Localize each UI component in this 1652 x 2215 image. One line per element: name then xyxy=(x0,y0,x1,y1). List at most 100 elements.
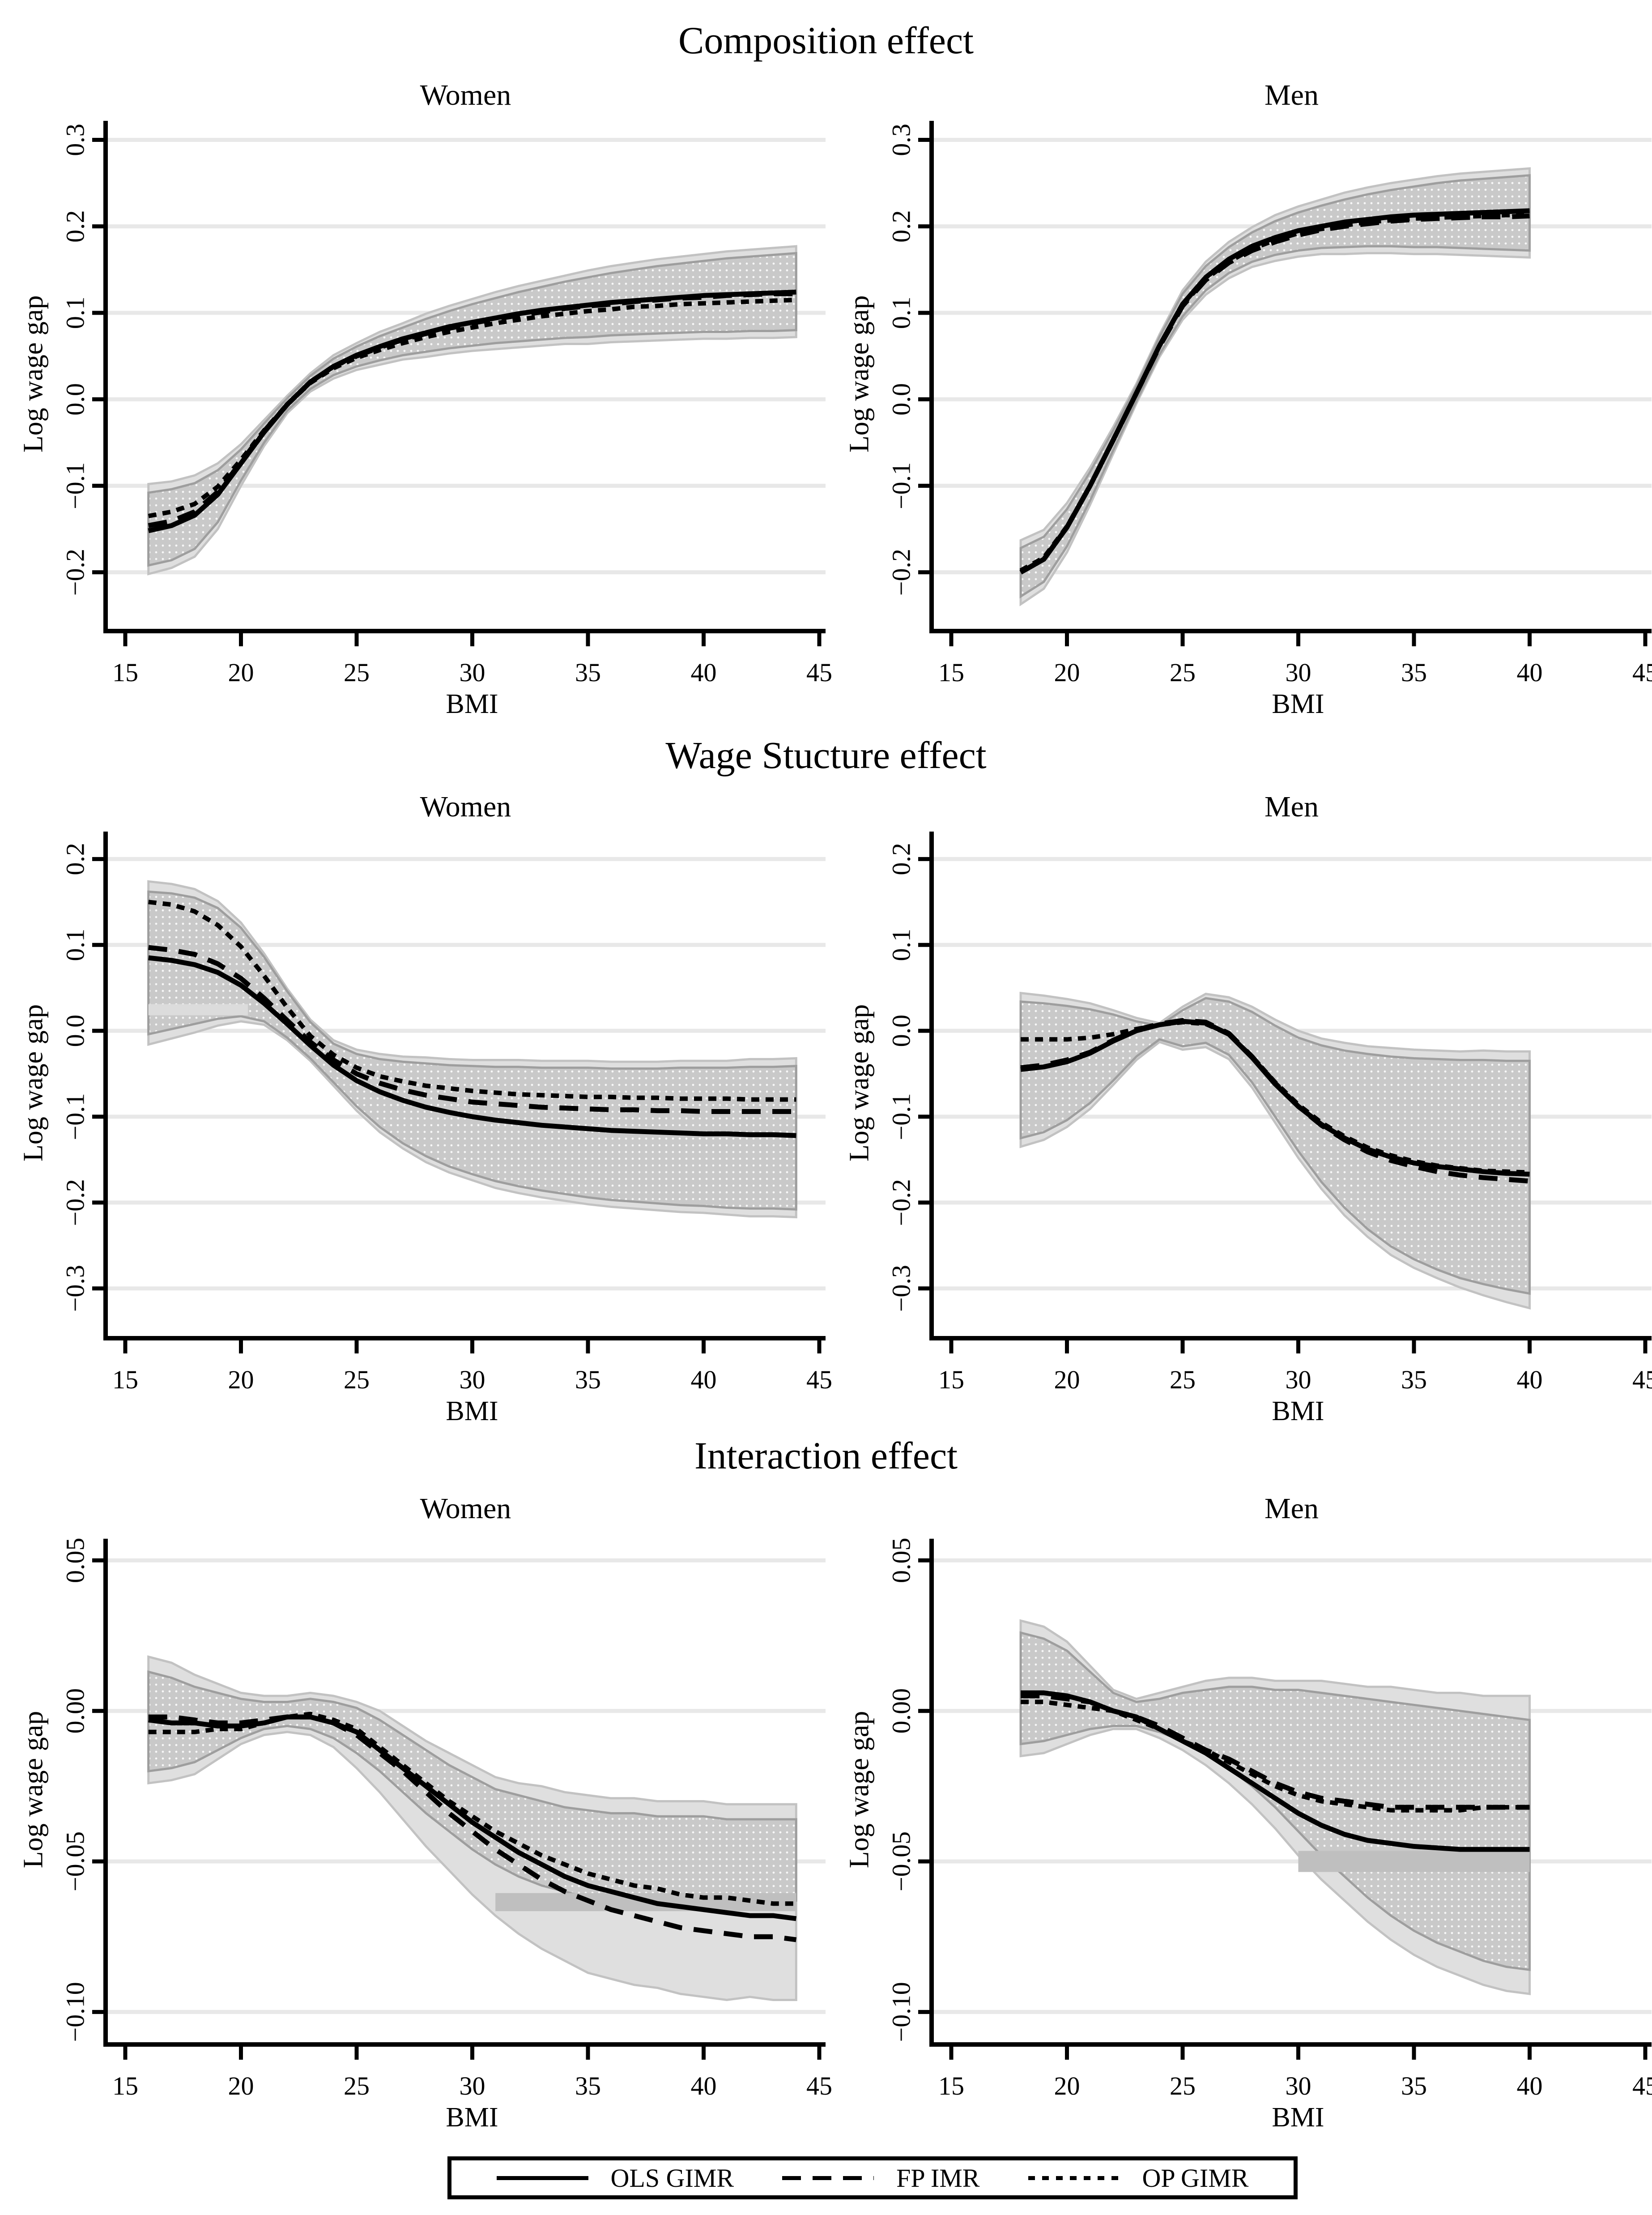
plot-canvas-wage-structure-women: 0.2 0.1 0.0 −0.1 −0.2 −0.3 15 20 25 30 35 40 45 xyxy=(61,832,832,1394)
x-axis-label: BMI xyxy=(446,2102,498,2133)
x-axis-label: BMI xyxy=(1272,1396,1324,1426)
x-axis-label: BMI xyxy=(1272,689,1324,719)
svg-text:35: 35 xyxy=(1401,2071,1427,2100)
svg-text:25: 25 xyxy=(344,658,370,687)
row-wage-structure-effect: Wage Stucture effect Women Men Log wage … xyxy=(0,700,1652,1426)
svg-text:0.00: 0.00 xyxy=(61,1688,90,1734)
svg-text:−0.3: −0.3 xyxy=(887,1265,916,1312)
svg-text:0.0: 0.0 xyxy=(61,383,90,416)
panel-title-interaction-men: Men xyxy=(1265,1492,1319,1525)
row-interaction-effect: Interaction effect Women Men Log wage ga… xyxy=(0,1401,1652,2144)
panel-title-composition-men: Men xyxy=(1265,79,1319,111)
x-axis-label: BMI xyxy=(446,1396,498,1426)
svg-text:45: 45 xyxy=(806,1365,832,1394)
svg-text:0.2: 0.2 xyxy=(61,843,90,875)
row-title-composition: Composition effect xyxy=(678,19,974,62)
svg-text:15: 15 xyxy=(938,2071,964,2100)
svg-text:15: 15 xyxy=(938,658,964,687)
solid-line-sample-icon xyxy=(496,2176,588,2180)
svg-text:20: 20 xyxy=(228,658,254,687)
svg-text:15: 15 xyxy=(112,1365,138,1394)
svg-text:20: 20 xyxy=(1054,658,1080,687)
svg-text:15: 15 xyxy=(112,658,138,687)
plot-canvas-composition-men: 0.3 0.2 0.1 0.0 −0.1 −0.2 15 20 25 30 35 40 45 xyxy=(887,121,1652,687)
svg-text:25: 25 xyxy=(344,1365,370,1394)
long-dash-line-sample-icon xyxy=(782,2176,874,2180)
panel-title-wage-structure-men: Men xyxy=(1265,790,1319,823)
svg-text:0.0: 0.0 xyxy=(887,1015,916,1047)
svg-text:40: 40 xyxy=(691,658,717,687)
svg-text:40: 40 xyxy=(691,2071,717,2100)
svg-text:45: 45 xyxy=(1632,658,1652,687)
svg-text:45: 45 xyxy=(1632,2071,1652,2100)
svg-text:25: 25 xyxy=(344,2071,370,2100)
legend-label: OP GIMR xyxy=(1142,2163,1249,2193)
svg-text:0.1: 0.1 xyxy=(61,929,90,961)
row-title-wage-structure: Wage Stucture effect xyxy=(665,734,987,777)
svg-text:35: 35 xyxy=(575,2071,601,2100)
svg-text:40: 40 xyxy=(691,1365,717,1394)
svg-text:−0.2: −0.2 xyxy=(61,549,90,596)
legend-label: FP IMR xyxy=(896,2163,980,2193)
svg-text:0.3: 0.3 xyxy=(61,124,90,156)
svg-text:0.05: 0.05 xyxy=(61,1538,90,1583)
svg-text:30: 30 xyxy=(1286,1365,1311,1394)
svg-text:0.1: 0.1 xyxy=(61,297,90,329)
svg-text:0.0: 0.0 xyxy=(61,1015,90,1047)
svg-text:−0.10: −0.10 xyxy=(61,1982,90,2042)
svg-text:−0.05: −0.05 xyxy=(887,1831,916,1891)
svg-text:−0.2: −0.2 xyxy=(887,1179,916,1226)
svg-text:−0.2: −0.2 xyxy=(887,549,916,596)
svg-text:0.3: 0.3 xyxy=(887,124,916,156)
legend-item-ols-gimr: OLS GIMR xyxy=(496,2163,734,2193)
legend: OLS GIMR FP IMR OP GIMR xyxy=(447,2156,1298,2199)
legend-item-op-gimr: OP GIMR xyxy=(1028,2163,1249,2193)
svg-text:−0.2: −0.2 xyxy=(61,1179,90,1226)
svg-text:0.2: 0.2 xyxy=(61,210,90,243)
svg-text:25: 25 xyxy=(1170,658,1196,687)
svg-text:15: 15 xyxy=(938,1365,964,1394)
svg-text:−0.1: −0.1 xyxy=(887,1093,916,1140)
svg-text:30: 30 xyxy=(460,1365,485,1394)
panel-title-wage-structure-women: Women xyxy=(420,790,511,823)
svg-text:0.1: 0.1 xyxy=(887,297,916,329)
svg-text:35: 35 xyxy=(1401,658,1427,687)
svg-text:45: 45 xyxy=(1632,1365,1652,1394)
svg-text:35: 35 xyxy=(575,658,601,687)
legend-label: OLS GIMR xyxy=(610,2163,734,2193)
svg-text:−0.05: −0.05 xyxy=(61,1831,90,1891)
plot-canvas-composition-women: 0.3 0.2 0.1 0.0 −0.1 −0.2 15 20 25 30 35 40 45 xyxy=(61,121,832,687)
svg-text:0.2: 0.2 xyxy=(887,843,916,875)
panel-title-interaction-women: Women xyxy=(420,1492,511,1525)
svg-text:0.1: 0.1 xyxy=(887,929,916,961)
svg-text:0.2: 0.2 xyxy=(887,210,916,243)
svg-text:25: 25 xyxy=(1170,2071,1196,2100)
short-dash-line-sample-icon xyxy=(1028,2176,1120,2180)
svg-text:30: 30 xyxy=(1286,658,1311,687)
svg-text:35: 35 xyxy=(1401,1365,1427,1394)
svg-text:−0.3: −0.3 xyxy=(61,1265,90,1312)
svg-text:0.0: 0.0 xyxy=(887,383,916,416)
svg-text:0.00: 0.00 xyxy=(887,1688,916,1734)
svg-text:40: 40 xyxy=(1517,658,1543,687)
svg-text:40: 40 xyxy=(1517,2071,1543,2100)
row-title-interaction: Interaction effect xyxy=(694,1434,958,1477)
svg-text:20: 20 xyxy=(228,1365,254,1394)
svg-text:45: 45 xyxy=(806,658,832,687)
plot-canvas-interaction-women: 0.05 0.00 −0.05 −0.10 15 20 25 30 35 40 45 xyxy=(61,1538,833,2100)
svg-text:−0.10: −0.10 xyxy=(887,1982,916,2042)
svg-text:25: 25 xyxy=(1170,1365,1196,1394)
svg-text:−0.1: −0.1 xyxy=(887,462,916,509)
x-axis-label: BMI xyxy=(1272,2102,1324,2133)
svg-text:30: 30 xyxy=(460,658,485,687)
svg-text:−0.1: −0.1 xyxy=(61,462,90,509)
svg-text:20: 20 xyxy=(228,2071,254,2100)
svg-text:20: 20 xyxy=(1054,1365,1080,1394)
svg-text:40: 40 xyxy=(1517,1365,1543,1394)
svg-text:30: 30 xyxy=(1286,2071,1311,2100)
plot-canvas-interaction-men: 0.05 0.00 −0.05 −0.10 15 20 25 30 35 40 45 xyxy=(887,1538,1652,2100)
svg-text:30: 30 xyxy=(460,2071,485,2100)
x-axis-label: BMI xyxy=(446,689,498,719)
svg-text:45: 45 xyxy=(806,2071,832,2100)
svg-text:15: 15 xyxy=(112,2071,138,2100)
